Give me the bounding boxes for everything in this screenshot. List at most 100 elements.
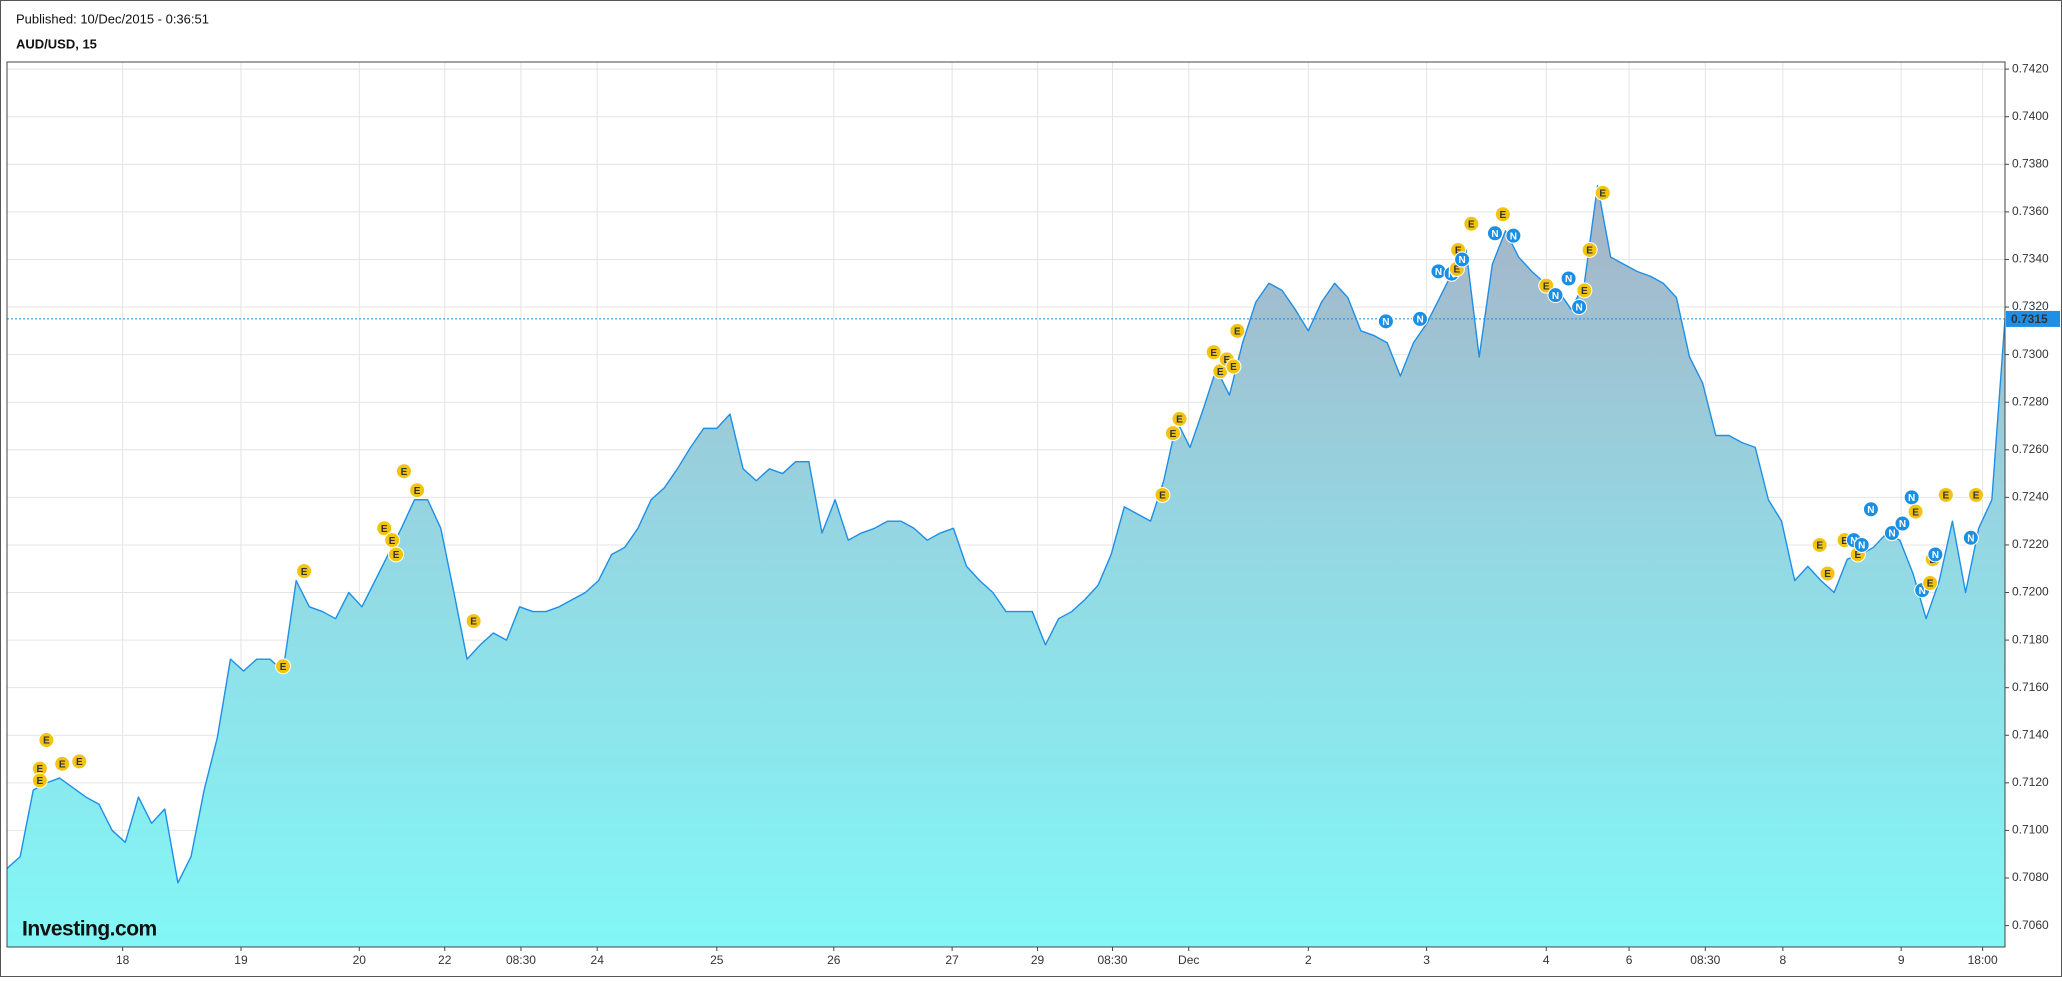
event-label: N xyxy=(1459,255,1466,266)
event-label: E xyxy=(1230,362,1237,373)
event-label: N xyxy=(1850,536,1857,547)
event-marker xyxy=(376,520,393,537)
event-marker xyxy=(1154,486,1171,503)
event-label: E xyxy=(401,467,408,478)
event-label: E xyxy=(1841,536,1848,547)
event-marker xyxy=(1225,358,1242,375)
plot-frame xyxy=(6,61,2006,948)
event-marker xyxy=(1205,344,1222,361)
event-label: N xyxy=(1510,231,1517,242)
x-tick-label: 8 xyxy=(1780,953,1787,967)
event-marker xyxy=(1571,299,1588,316)
event-marker xyxy=(1560,270,1577,287)
event-label: E xyxy=(1943,491,1950,502)
y-tick-label: 0.7320 xyxy=(2012,299,2049,313)
logo: Investing.com xyxy=(22,918,157,941)
event-label: N xyxy=(1382,317,1389,328)
event-label: E xyxy=(76,757,83,768)
plot xyxy=(7,185,2005,947)
event-label: E xyxy=(1170,429,1177,440)
published: Published: 10/Dec/2015 - 0:36:51 xyxy=(16,11,209,26)
event-label: E xyxy=(1210,348,1217,359)
event-marker xyxy=(1229,322,1246,339)
y-tick-label: 0.7420 xyxy=(2012,61,2049,75)
event-marker xyxy=(1968,486,1985,503)
event-marker xyxy=(1883,525,1900,542)
event-marker xyxy=(1494,206,1511,223)
event-marker xyxy=(465,613,482,630)
event-label: N xyxy=(1491,229,1498,240)
y-tick-label: 0.7360 xyxy=(2012,204,2049,218)
event-label: E xyxy=(1927,579,1934,590)
event-label: E xyxy=(1543,281,1550,292)
event-label: E xyxy=(1223,355,1230,366)
event-label: E xyxy=(37,776,44,787)
event-marker xyxy=(1894,515,1911,532)
event-label: E xyxy=(280,662,287,673)
y-tick-label: 0.7140 xyxy=(2012,727,2049,741)
y-tick-label: 0.7100 xyxy=(2012,823,2049,837)
event-marker xyxy=(275,658,292,675)
y-tick-label: 0.7220 xyxy=(2012,537,2049,551)
event-marker xyxy=(54,755,71,772)
x-tick-label: 08:30 xyxy=(506,953,536,967)
price-line xyxy=(7,185,2005,884)
events: EEEEEEEEEEEEEEEEEEEEENNNNEENENENENNNEEEE… xyxy=(31,184,1985,789)
event-marker xyxy=(1962,529,1979,546)
event-marker xyxy=(296,563,313,580)
event-marker xyxy=(38,732,55,749)
y-tick-label: 0.7240 xyxy=(2012,490,2049,504)
event-marker xyxy=(1454,251,1471,268)
last-price-box xyxy=(2006,310,2060,327)
x-tick-label: 3 xyxy=(1423,953,1430,967)
x-tick-label: 08:30 xyxy=(1690,953,1720,967)
event-label: E xyxy=(389,536,396,547)
event-marker xyxy=(1927,546,1944,563)
x-tick-label: 25 xyxy=(710,953,724,967)
event-marker xyxy=(1164,425,1181,442)
event-label: E xyxy=(1455,246,1462,257)
x-tick-label: 18 xyxy=(116,953,130,967)
x-tick-label: 9 xyxy=(1898,953,1905,967)
event-marker xyxy=(31,772,48,789)
event-marker xyxy=(1171,410,1188,427)
y-tick-label: 0.7180 xyxy=(2012,632,2049,646)
x-tick-label: 24 xyxy=(591,953,605,967)
event-marker xyxy=(1486,225,1503,242)
event-marker xyxy=(1581,241,1598,258)
x-tick-label: Dec xyxy=(1178,953,1199,967)
event-marker xyxy=(1862,501,1879,518)
event-label: N xyxy=(1967,533,1974,544)
event-label: N xyxy=(1575,303,1582,314)
axes: 0.7060 0.7080 0.7100 0.7120 0.7140 0.7160 0.71… xyxy=(116,61,2060,967)
event-marker xyxy=(388,546,405,563)
event-marker xyxy=(1819,565,1836,582)
event-marker xyxy=(1412,310,1429,327)
event-label: E xyxy=(393,550,400,561)
y-tick-label: 0.7380 xyxy=(2012,156,2049,170)
event-label: E xyxy=(1912,507,1919,518)
x-tick-label: 27 xyxy=(945,953,959,967)
event-marker xyxy=(1853,536,1870,553)
y-tick-label: 0.7400 xyxy=(2012,109,2049,123)
event-marker xyxy=(1377,313,1394,330)
y-tick-label: 0.7300 xyxy=(2012,347,2049,361)
event-label: E xyxy=(1586,246,1593,257)
y-tick-label: 0.7280 xyxy=(2012,394,2049,408)
event-label: N xyxy=(1435,267,1442,278)
x-tick-label: 2 xyxy=(1305,953,1312,967)
event-label: E xyxy=(1468,219,1475,230)
event-label: E xyxy=(301,567,308,578)
event-label: E xyxy=(59,759,66,770)
y-tick-label: 0.7080 xyxy=(2012,870,2049,884)
x-tick-label: 08:30 xyxy=(1097,953,1127,967)
event-label: E xyxy=(1176,414,1183,425)
x-tick-label: 22 xyxy=(438,953,452,967)
event-marker xyxy=(409,482,426,499)
event-label: N xyxy=(1888,529,1895,540)
x-tick-label: 29 xyxy=(1031,953,1045,967)
event-label: N xyxy=(1908,493,1915,504)
event-marker xyxy=(1811,536,1828,553)
